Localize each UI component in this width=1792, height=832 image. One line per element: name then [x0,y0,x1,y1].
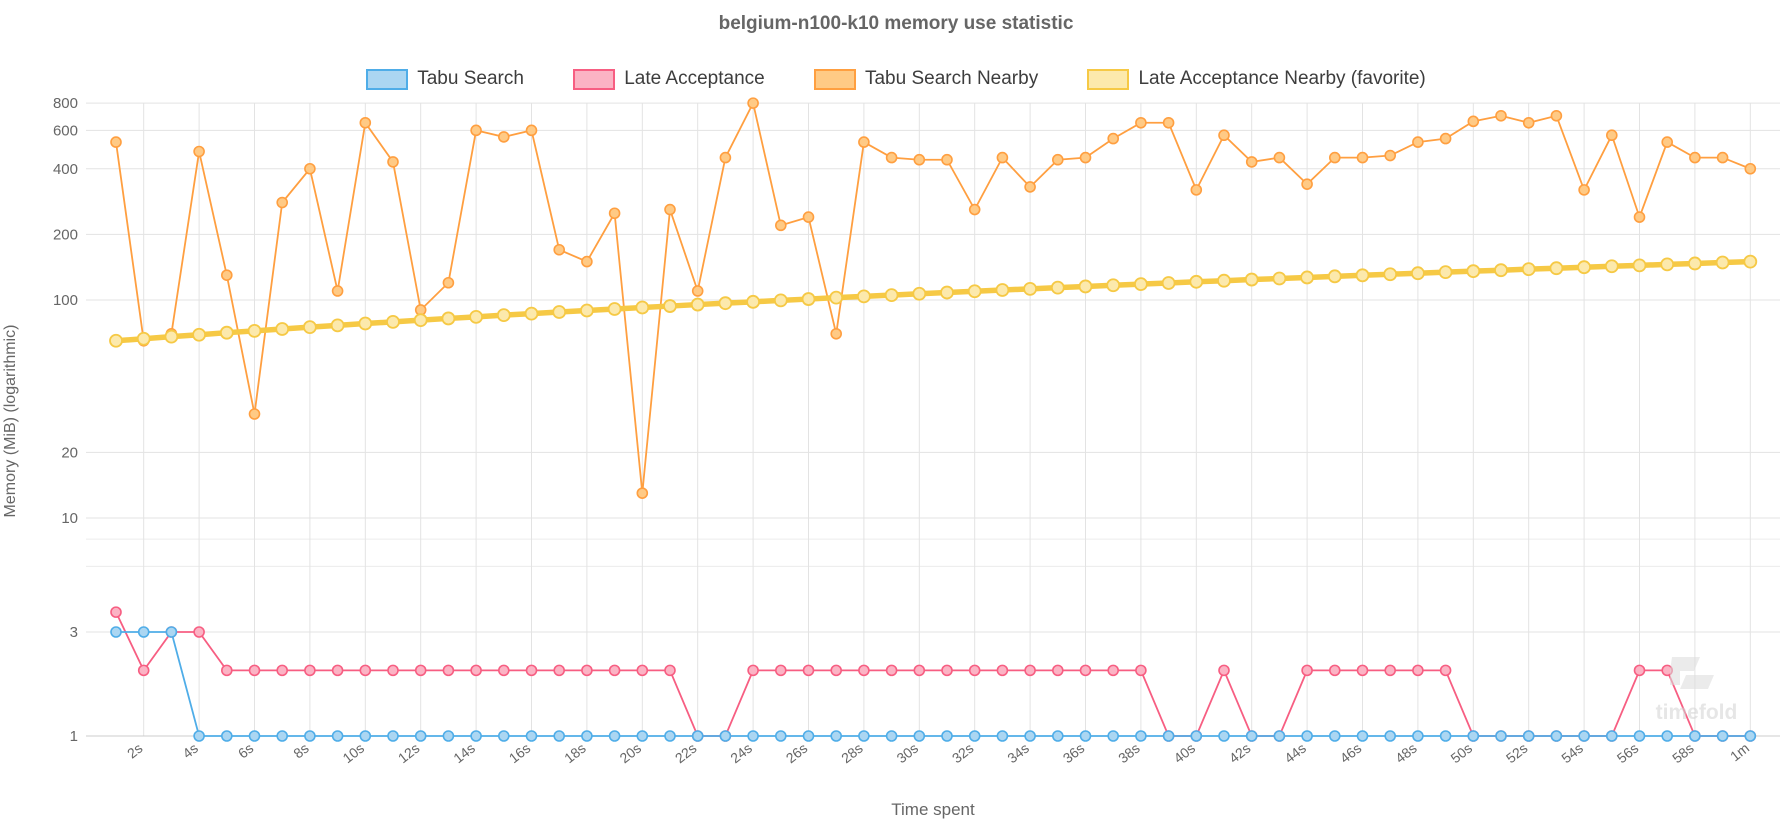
svg-text:32s: 32s [949,740,977,767]
svg-text:24s: 24s [727,740,755,767]
svg-text:44s: 44s [1281,740,1309,767]
svg-text:800: 800 [53,95,78,112]
svg-text:20: 20 [61,444,78,461]
svg-text:28s: 28s [838,740,866,767]
svg-text:38s: 38s [1115,740,1143,767]
svg-text:6s: 6s [235,740,257,762]
svg-text:1: 1 [70,728,78,745]
svg-text:100: 100 [53,292,78,309]
svg-text:10: 10 [61,510,78,527]
svg-text:46s: 46s [1337,740,1365,767]
svg-text:34s: 34s [1004,740,1032,767]
svg-text:30s: 30s [894,740,922,767]
svg-text:40s: 40s [1171,740,1199,767]
svg-text:50s: 50s [1448,740,1476,767]
svg-text:16s: 16s [506,740,534,767]
svg-text:52s: 52s [1503,740,1531,767]
svg-text:26s: 26s [783,740,811,767]
svg-text:10s: 10s [340,740,368,767]
svg-text:1m: 1m [1727,740,1752,765]
svg-text:4s: 4s [179,740,201,762]
svg-text:2s: 2s [124,740,146,762]
svg-text:200: 200 [53,226,78,243]
svg-text:54s: 54s [1558,740,1586,767]
svg-text:48s: 48s [1392,740,1420,767]
svg-text:12s: 12s [395,740,423,767]
svg-text:400: 400 [53,161,78,178]
svg-text:600: 600 [53,122,78,139]
svg-text:56s: 56s [1614,740,1642,767]
svg-text:22s: 22s [672,740,700,767]
svg-text:20s: 20s [617,740,645,767]
svg-text:42s: 42s [1226,740,1254,767]
svg-text:3: 3 [70,624,78,641]
svg-text:14s: 14s [450,740,478,767]
svg-text:36s: 36s [1060,740,1088,767]
svg-text:58s: 58s [1669,740,1697,767]
svg-text:8s: 8s [290,740,312,762]
svg-text:18s: 18s [561,740,589,767]
